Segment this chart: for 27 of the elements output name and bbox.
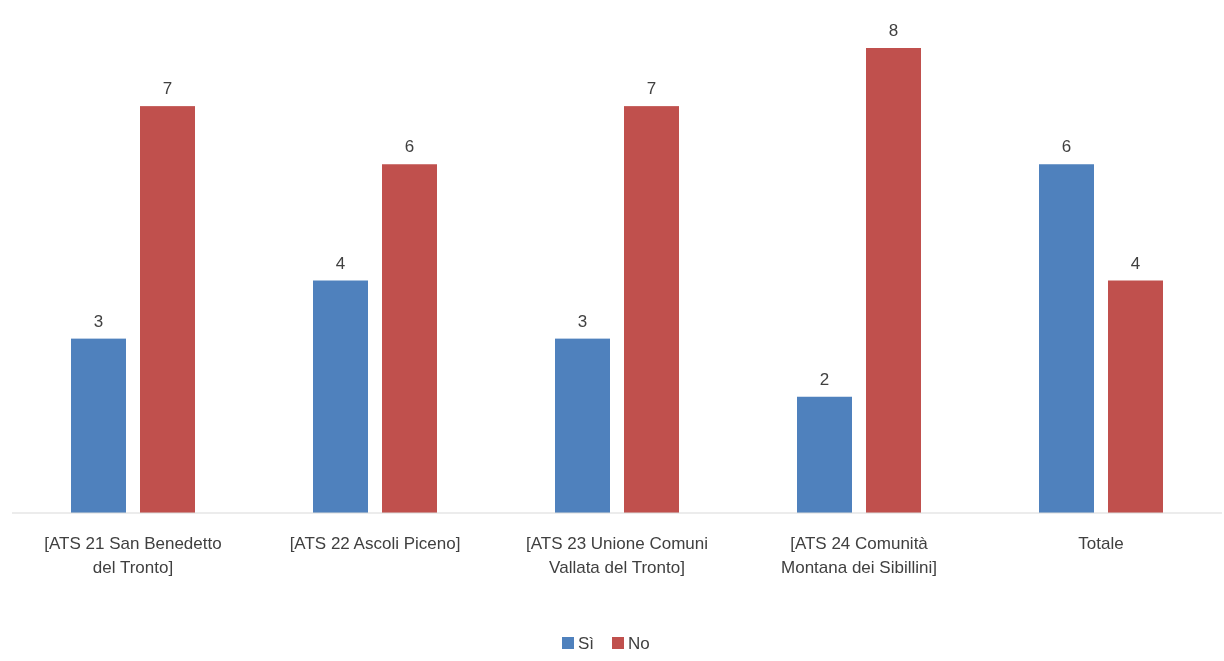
legend-label: Sì	[578, 634, 595, 653]
bar	[797, 396, 852, 513]
data-label: 8	[888, 21, 899, 40]
data-label: 7	[646, 79, 657, 99]
bar	[71, 338, 126, 513]
bar	[140, 106, 195, 513]
data-label: 3	[93, 311, 104, 331]
x-tick-label: Totale	[1078, 534, 1124, 553]
x-tick-label: [ATS 22 Ascoli Piceno]	[289, 534, 461, 553]
legend-label: No	[628, 634, 650, 653]
bar	[1108, 280, 1163, 513]
data-label: 3	[577, 311, 588, 331]
bar	[555, 338, 610, 513]
data-label: 6	[404, 137, 415, 157]
data-label: 7	[162, 79, 173, 99]
x-tick-label: [ATS 24 Comunità Montana dei Sibillini]	[781, 534, 937, 577]
bar	[1039, 164, 1094, 513]
data-label: 6	[1061, 137, 1072, 157]
data-label: 2	[819, 369, 830, 389]
x-tick-label: [ATS 23 Unione Comuni Vallata del Tronto]	[525, 534, 709, 577]
data-label: 4	[335, 253, 346, 273]
data-label: 4	[1130, 253, 1141, 273]
bar	[313, 280, 368, 513]
bar	[866, 48, 921, 513]
bar	[382, 164, 437, 513]
x-tick-label: [ATS 21 San Benedetto del Tronto]	[44, 534, 222, 577]
bar	[624, 106, 679, 513]
